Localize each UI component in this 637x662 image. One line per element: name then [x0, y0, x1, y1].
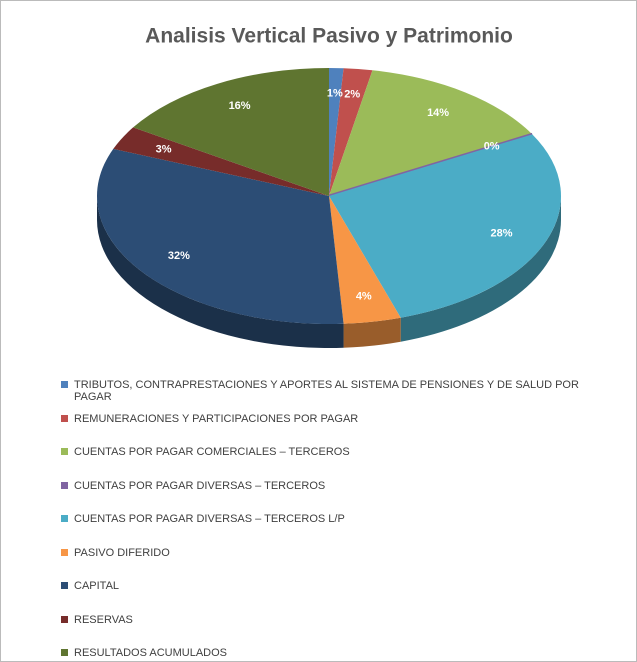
legend-swatch — [61, 414, 68, 422]
legend-swatch — [61, 481, 68, 489]
legend-label: CUENTAS POR PAGAR DIVERSAS – TERCEROS L/… — [74, 513, 345, 525]
legend-item: CAPITAL — [59, 580, 604, 614]
legend-swatch — [61, 582, 68, 589]
pie-side — [343, 317, 401, 348]
pie-slice — [329, 196, 401, 324]
data-label: 28% — [491, 228, 513, 240]
legend-label: PASIVO DIFERIDO — [74, 546, 170, 559]
legend-swatch — [61, 381, 68, 388]
legend: TRIBUTOS, CONTRAPRESTACIONES Y APORTES A… — [59, 379, 604, 661]
chart-title: Analisis Vertical Pasivo y Patrimonio — [145, 25, 513, 48]
legend-item: CUENTAS POR PAGAR DIVERSAS – TERCEROS L/… — [59, 513, 604, 547]
legend-label: RESULTADOS ACUMULADOS — [74, 647, 228, 659]
data-label: 2% — [344, 88, 360, 100]
pie-slice — [97, 148, 344, 324]
legend-item: RESERVAS — [59, 614, 604, 648]
data-label: 1% — [327, 88, 343, 100]
legend-label: CUENTAS POR PAGAR DIVERSAS – TERCEROS — [74, 479, 326, 492]
legend-item: CUENTAS POR PAGAR COMERCIALES – TERCEROS — [59, 446, 604, 480]
legend-label: TRIBUTOS, CONTRAPRESTACIONES Y APORTES A… — [74, 379, 579, 403]
pie-slice — [133, 68, 329, 196]
legend-label: CAPITAL — [74, 580, 120, 592]
legend-item: RESULTADOS ACUMULADOS — [59, 647, 604, 661]
legend-swatch — [61, 548, 68, 556]
legend-item: TRIBUTOS, CONTRAPRESTACIONES Y APORTES A… — [59, 379, 604, 413]
pie-slice — [329, 68, 344, 196]
data-label: 14% — [427, 107, 449, 119]
data-label: 32% — [168, 250, 190, 262]
data-label: 16% — [229, 100, 251, 112]
legend-item: REMUNERACIONES Y PARTICIPACIONES POR PAG… — [59, 413, 604, 447]
legend-label: REMUNERACIONES Y PARTICIPACIONES POR PAG… — [74, 412, 359, 425]
legend-label: RESERVAS — [74, 613, 133, 626]
pie-slice — [329, 68, 373, 196]
chart: Analisis Vertical Pasivo y Patrimonio 1%… — [97, 25, 561, 349]
legend-swatch — [61, 448, 68, 455]
legend-label: CUENTAS POR PAGAR COMERCIALES – TERCEROS — [74, 446, 350, 458]
pie-side — [400, 196, 561, 342]
pie-slice — [329, 134, 561, 318]
pie-slice — [113, 127, 329, 196]
legend-swatch — [61, 515, 68, 522]
legend-item: CUENTAS POR PAGAR DIVERSAS – TERCEROS — [59, 480, 604, 514]
pie-side — [97, 196, 344, 349]
legend-swatch — [61, 615, 68, 623]
data-label: 3% — [156, 143, 172, 155]
data-label: 0% — [484, 141, 500, 153]
legend-item: PASIVO DIFERIDO — [59, 547, 604, 581]
data-label: 4% — [356, 290, 372, 302]
pie-slice — [329, 70, 533, 196]
legend-swatch — [61, 649, 68, 656]
